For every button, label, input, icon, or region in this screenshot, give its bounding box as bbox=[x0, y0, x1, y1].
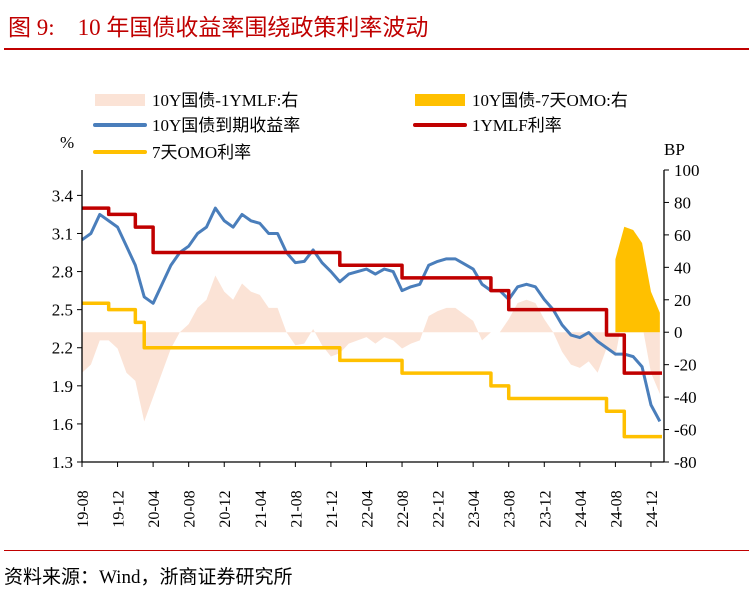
x-tick-label: 20-08 bbox=[182, 490, 199, 527]
right-tick-label: 100 bbox=[674, 161, 700, 180]
right-tick-label: -40 bbox=[674, 388, 697, 407]
left-axis-unit: % bbox=[60, 133, 74, 152]
legend-swatch-0 bbox=[95, 94, 145, 106]
source-divider bbox=[4, 550, 749, 551]
left-tick-label: 1.6 bbox=[52, 415, 73, 434]
left-tick-label: 3.4 bbox=[52, 186, 74, 205]
series-area-1 bbox=[615, 226, 660, 333]
legend-label-4: 7天OMO利率 bbox=[152, 143, 251, 162]
left-tick-label: 3.1 bbox=[52, 224, 73, 243]
figure-title: 图 9: 10 年国债收益率围绕政策利率波动 bbox=[8, 15, 429, 40]
left-tick-label: 2.8 bbox=[52, 263, 73, 282]
legend-label-0: 10Y国债-1YMLF:右 bbox=[152, 91, 298, 110]
right-tick-label: 20 bbox=[674, 291, 691, 310]
left-tick-label: 2.5 bbox=[52, 301, 73, 320]
right-tick-label: -60 bbox=[674, 421, 697, 440]
x-tick-label: 23-08 bbox=[502, 490, 519, 527]
source-note: 资料来源：Wind，浙商证券研究所 bbox=[4, 567, 293, 588]
series-line-3 bbox=[82, 206, 662, 375]
right-tick-label: 80 bbox=[674, 193, 691, 212]
x-tick-label: 21-08 bbox=[288, 490, 305, 527]
x-tick-label: 19-08 bbox=[75, 490, 92, 527]
x-tick-label: 19-12 bbox=[111, 490, 128, 527]
x-tick-label: 22-04 bbox=[359, 490, 376, 527]
legend-label-1: 10Y国债-7天OMO:右 bbox=[472, 91, 628, 110]
right-tick-label: 40 bbox=[674, 258, 691, 277]
right-tick-label: -80 bbox=[674, 453, 697, 472]
legend-label-3: 1YMLF利率 bbox=[472, 116, 562, 135]
left-tick-label: 2.2 bbox=[52, 339, 73, 358]
left-tick-label: 1.3 bbox=[52, 453, 73, 472]
x-tick-label: 24-12 bbox=[644, 490, 661, 527]
x-tick-label: 24-08 bbox=[608, 490, 625, 527]
x-tick-label: 23-04 bbox=[466, 490, 483, 527]
x-tick-label: 24-04 bbox=[573, 490, 590, 527]
x-tick-label: 21-04 bbox=[253, 490, 270, 527]
title-divider bbox=[4, 48, 749, 50]
right-tick-label: 0 bbox=[674, 323, 683, 342]
left-tick-label: 1.9 bbox=[52, 377, 73, 396]
series-line-4 bbox=[82, 301, 662, 439]
x-tick-label: 20-04 bbox=[146, 490, 163, 527]
series-area-0 bbox=[82, 275, 660, 422]
legend-label-2: 10Y国债到期收益率 bbox=[152, 116, 300, 135]
x-tick-label: 22-08 bbox=[395, 490, 412, 527]
right-tick-label: -20 bbox=[674, 356, 697, 375]
legend-swatch-1 bbox=[415, 94, 465, 106]
x-tick-label: 22-12 bbox=[431, 490, 448, 527]
right-axis-unit: BP bbox=[664, 140, 685, 159]
x-tick-label: 21-12 bbox=[324, 490, 341, 527]
x-tick-label: 23-12 bbox=[537, 490, 554, 527]
right-tick-label: 60 bbox=[674, 226, 691, 245]
series-line-2 bbox=[81, 206, 662, 423]
x-tick-label: 20-12 bbox=[217, 490, 234, 527]
